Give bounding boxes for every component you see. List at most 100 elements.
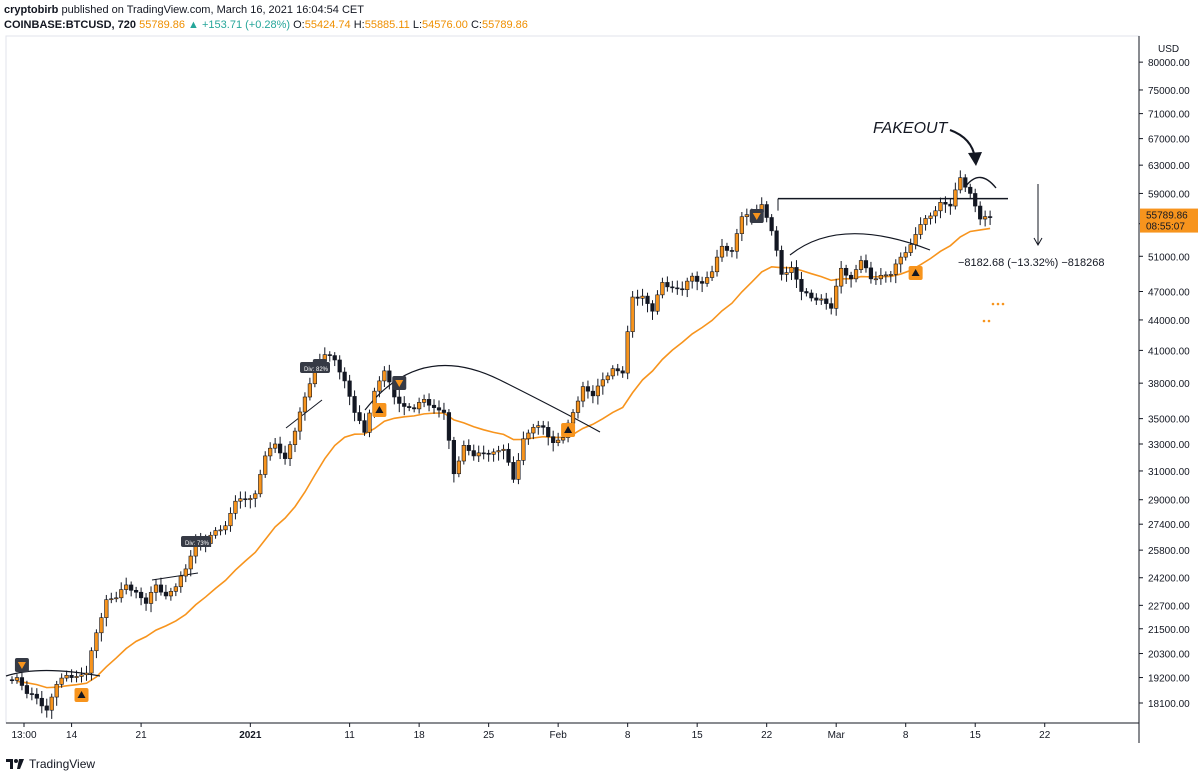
candle-body <box>709 271 715 278</box>
candle-body <box>928 215 933 219</box>
price-chart[interactable]: 80000.00 75000.00 71000.00 67000.00 63000.00… <box>0 0 1200 757</box>
candle-body <box>431 404 437 408</box>
candle-body <box>521 438 526 461</box>
candle <box>436 400 442 418</box>
time-tick-label: 22 <box>761 730 773 741</box>
candle <box>466 439 471 456</box>
price-tick-label: 71000.00 <box>1148 110 1190 121</box>
candle <box>89 647 94 681</box>
candle <box>868 261 874 284</box>
candle-body <box>739 216 744 234</box>
candle-body <box>873 278 879 281</box>
tradingview-brand[interactable]: TradingView <box>29 757 96 771</box>
candle <box>615 363 620 376</box>
candle-body <box>719 245 725 258</box>
candle <box>367 409 372 438</box>
candle-body <box>590 390 596 397</box>
fakeout-arrowhead-icon <box>968 152 982 166</box>
candle <box>839 261 844 294</box>
candle <box>978 201 983 226</box>
candle-body <box>84 672 89 676</box>
candle <box>357 405 362 425</box>
price-axis[interactable]: 80000.00 75000.00 71000.00 67000.00 63000.00… <box>1139 44 1190 710</box>
candle <box>551 430 556 452</box>
candle-body <box>278 443 283 454</box>
candle-body <box>446 412 452 441</box>
buy-signal-icon <box>908 266 923 280</box>
candle <box>327 351 332 362</box>
time-tick-label: 2021 <box>239 730 262 741</box>
symbol-label[interactable]: COINBASE:BTCUSD, 720 <box>4 19 137 31</box>
candle <box>888 270 893 283</box>
signal-arrow <box>77 691 86 698</box>
candle-body <box>690 275 695 282</box>
price-tick-label: 33000.00 <box>1148 440 1190 451</box>
candle-body <box>228 513 233 527</box>
candle-body <box>610 368 615 377</box>
candle-body <box>307 383 313 398</box>
candle-body <box>933 210 938 217</box>
candle-body <box>546 427 551 437</box>
candle <box>446 409 452 450</box>
candle-body <box>476 452 481 457</box>
tradingview-logo-icon <box>6 759 24 769</box>
candle <box>109 592 114 604</box>
signal-arrow <box>17 662 26 669</box>
time-axis[interactable]: 13:00 14 21 2021 11 18 25 Feb 8 15 22 Mar 8 15 22 <box>11 723 1051 741</box>
signal-arrow <box>395 380 404 387</box>
candle <box>709 265 715 281</box>
candle-body <box>918 224 923 235</box>
candle <box>377 376 382 398</box>
candle-body <box>362 420 367 433</box>
candle <box>54 680 59 706</box>
time-tick-label: 21 <box>136 730 148 741</box>
candle-body <box>109 598 114 601</box>
candle-body <box>908 244 913 253</box>
candle <box>893 259 898 284</box>
author-name[interactable]: cryptobirb <box>4 4 59 16</box>
candle <box>690 272 695 289</box>
candle <box>471 444 476 461</box>
candle <box>307 377 313 401</box>
candle-body <box>64 675 69 679</box>
candle-body <box>516 460 521 480</box>
candle <box>461 440 466 465</box>
candle <box>963 174 968 192</box>
candle <box>789 261 794 281</box>
projection-dot <box>991 302 995 306</box>
candle <box>908 238 913 257</box>
candle <box>575 396 581 419</box>
candle-body <box>491 451 496 455</box>
candle-body <box>287 444 293 459</box>
candle-body <box>704 277 710 284</box>
badge-text: Div: 82% <box>304 367 329 373</box>
candle <box>64 670 69 682</box>
candle <box>784 266 789 282</box>
candle-body <box>104 599 109 618</box>
candle <box>819 294 824 305</box>
candle-body <box>402 403 407 407</box>
time-tick-label: 8 <box>625 730 631 741</box>
open-value: 55424.74 <box>304 19 351 31</box>
candle <box>610 365 615 380</box>
candle <box>923 215 928 231</box>
price-tick-label: 63000.00 <box>1148 161 1190 172</box>
candle-body <box>248 498 253 501</box>
candle <box>943 196 948 213</box>
candle-body <box>74 676 79 678</box>
candle-body <box>292 430 298 445</box>
candle-body <box>844 267 849 276</box>
candle <box>903 246 908 261</box>
candle <box>332 352 337 367</box>
candle-body <box>124 584 129 590</box>
candle <box>774 226 779 257</box>
candle <box>129 581 134 597</box>
candle <box>541 420 546 435</box>
last-price-tag <box>1140 208 1198 233</box>
candle <box>148 586 154 613</box>
candle-body <box>868 267 874 280</box>
candle-body <box>183 568 188 577</box>
candle <box>714 249 720 277</box>
candle <box>258 469 263 498</box>
badge-text: Div: 73% <box>185 541 210 547</box>
